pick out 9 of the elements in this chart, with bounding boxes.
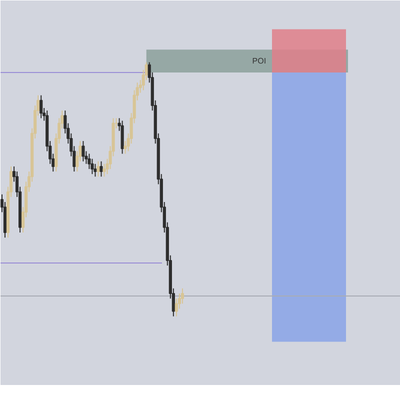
candlestick (96, 160, 100, 178)
candlestick (120, 120, 124, 154)
candlestick (40, 94, 43, 119)
candlestick (82, 140, 85, 162)
candlestick (180, 288, 184, 304)
band-label: POI (252, 56, 266, 66)
candlestick (100, 160, 103, 178)
candlestick (102, 163, 106, 178)
candlestick (94, 163, 97, 178)
